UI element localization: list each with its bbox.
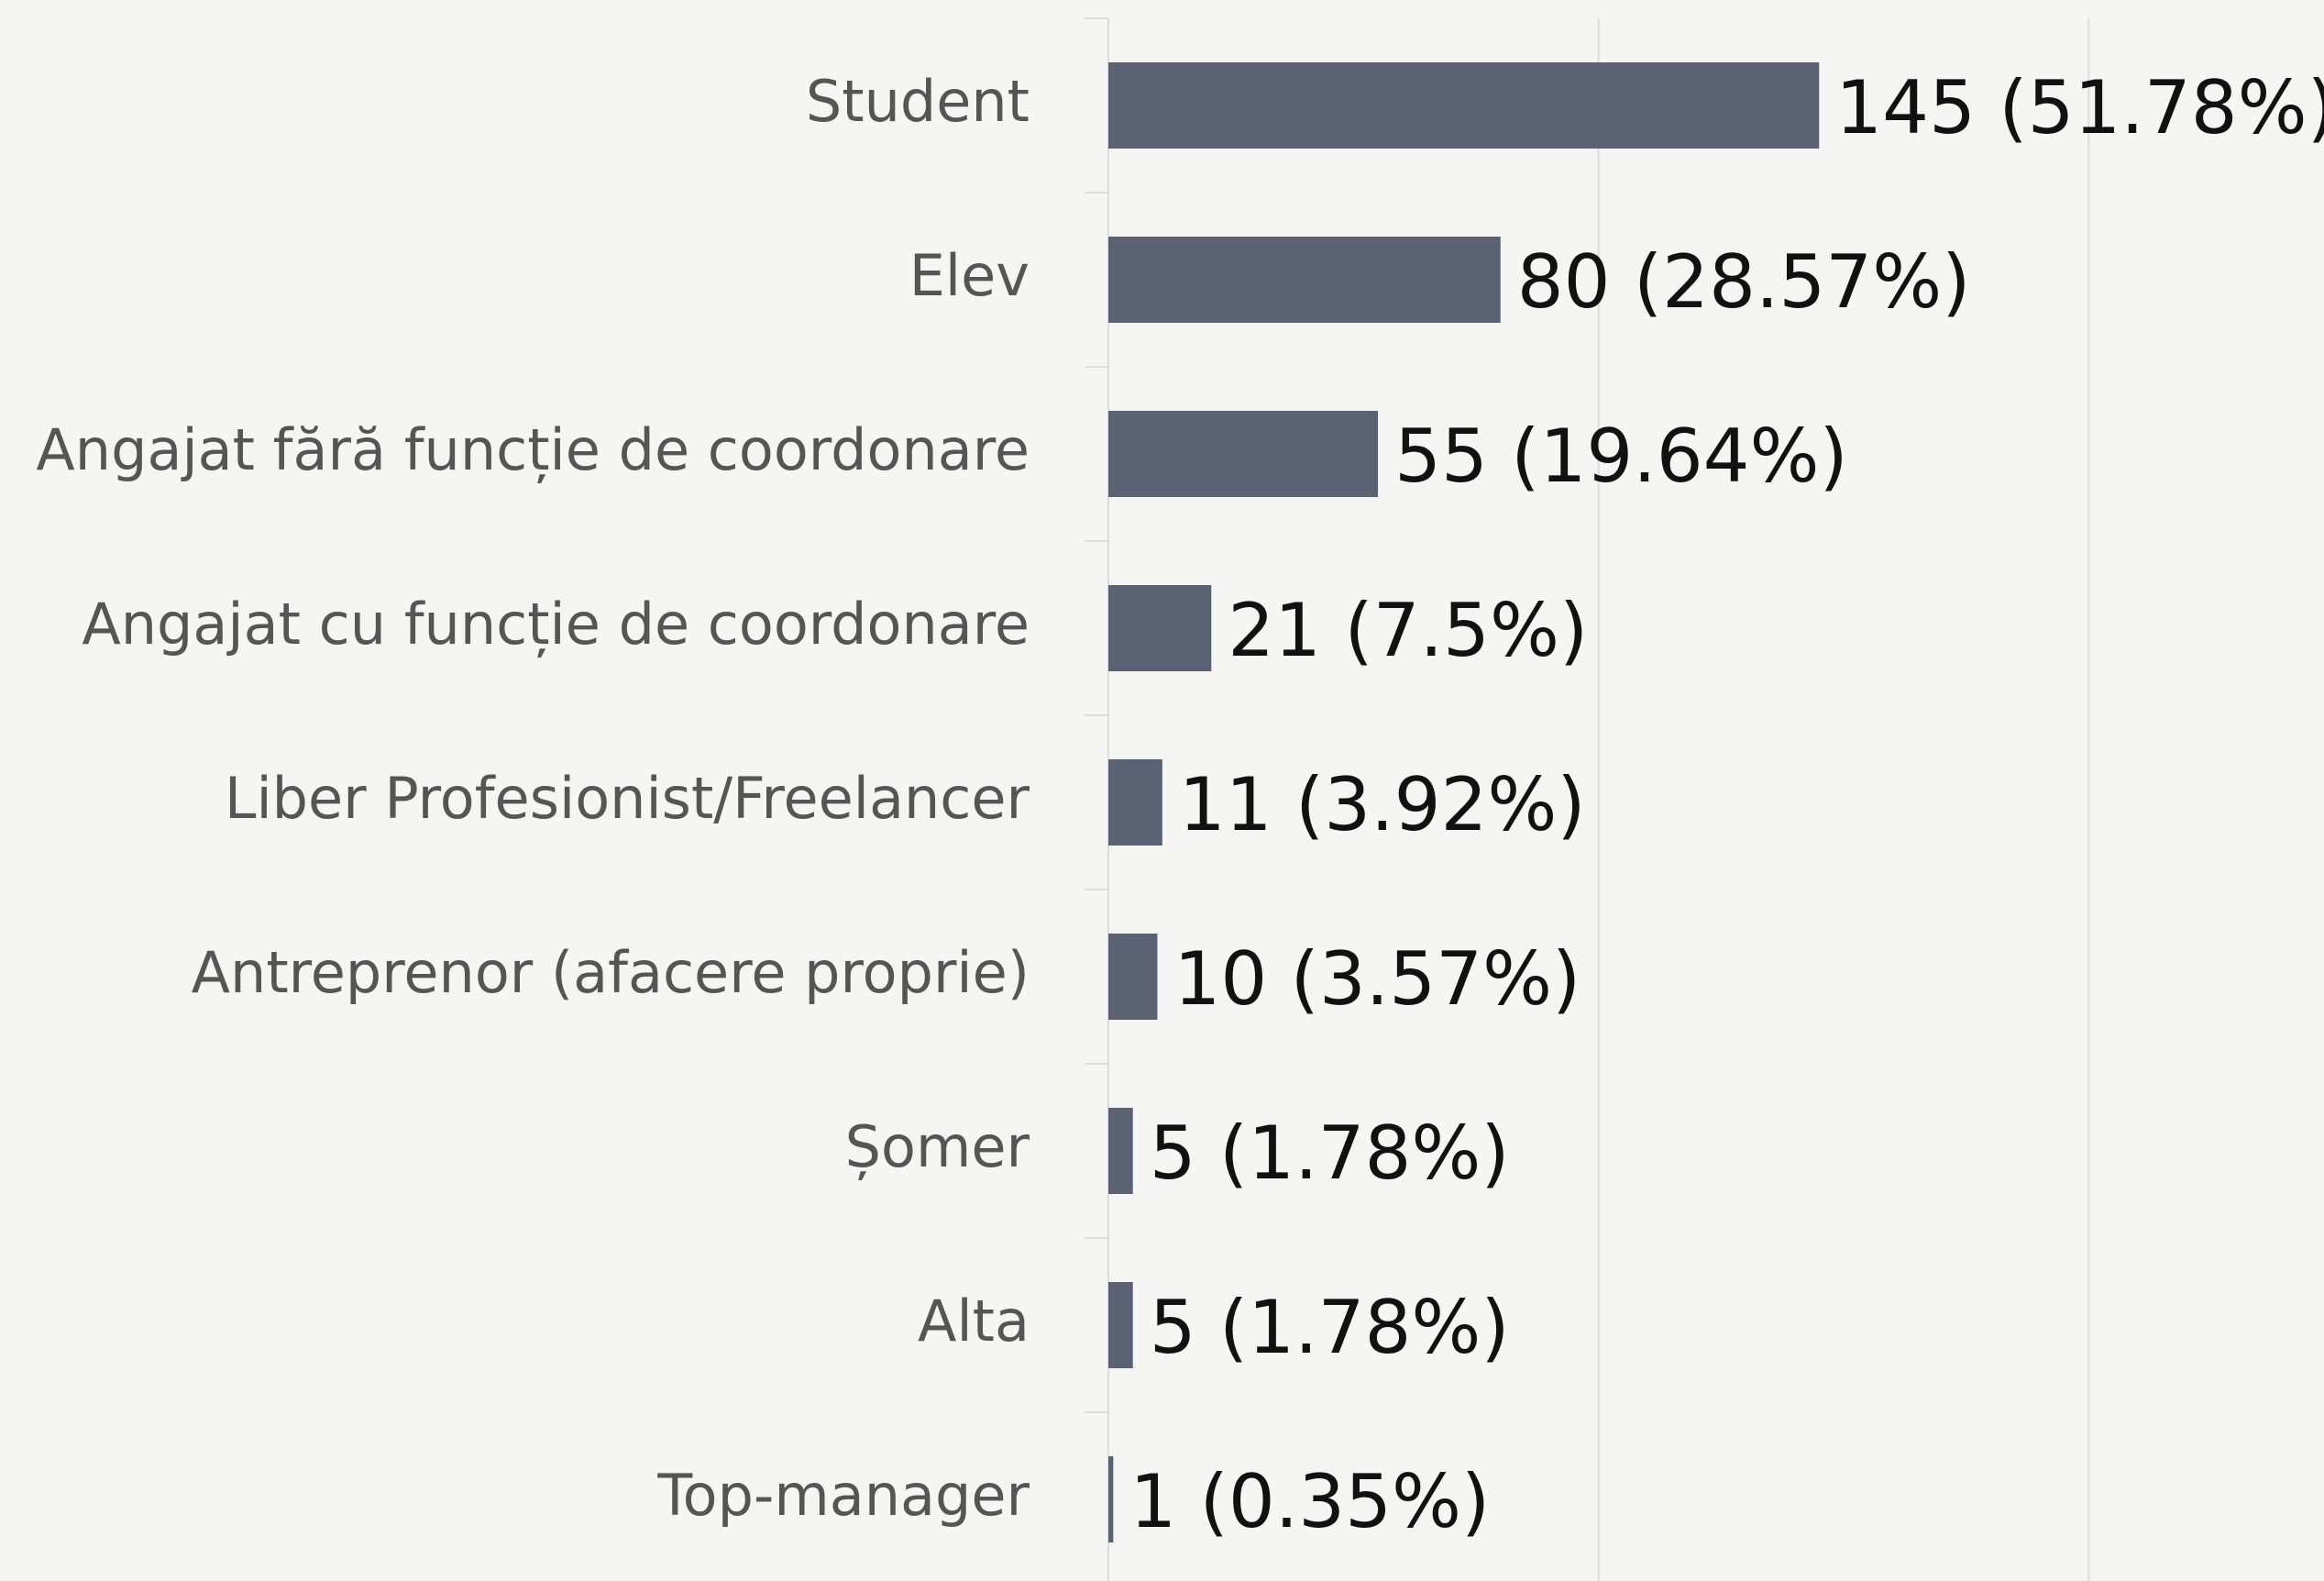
- value-label: 80 (28.57%): [1517, 239, 1971, 325]
- category-label: Elev: [909, 242, 1030, 309]
- value-label: 145 (51.78%): [1835, 65, 2324, 150]
- bar: [1108, 237, 1501, 323]
- value-label: 11 (3.92%): [1179, 762, 1586, 847]
- bar: [1108, 759, 1162, 846]
- category-label: Angajat fără funcție de coordonare: [36, 416, 1030, 483]
- category-label: Liber Profesionist/Freelancer: [225, 765, 1030, 832]
- value-label: 1 (0.35%): [1129, 1459, 1490, 1544]
- category-label: Șomer: [845, 1113, 1030, 1180]
- bar: [1108, 934, 1158, 1020]
- category-label: Student: [806, 68, 1030, 135]
- category-label: Alta: [918, 1288, 1030, 1354]
- bar: [1108, 1108, 1133, 1194]
- value-label: 55 (19.64%): [1394, 414, 1848, 499]
- value-label: 5 (1.78%): [1150, 1285, 1510, 1370]
- value-label: 5 (1.78%): [1150, 1111, 1510, 1196]
- bar: [1108, 1282, 1133, 1368]
- bar: [1108, 411, 1379, 497]
- bar: [1108, 585, 1212, 671]
- bar: [1108, 1456, 1114, 1542]
- category-label: Angajat cu funcție de coordonare: [82, 591, 1030, 658]
- bar: [1108, 62, 1820, 149]
- value-label: 10 (3.57%): [1173, 936, 1581, 1022]
- value-label: 21 (7.5%): [1228, 588, 1588, 673]
- category-label: Top-manager: [656, 1462, 1030, 1529]
- category-label: Antreprenor (afacere proprie): [192, 939, 1030, 1006]
